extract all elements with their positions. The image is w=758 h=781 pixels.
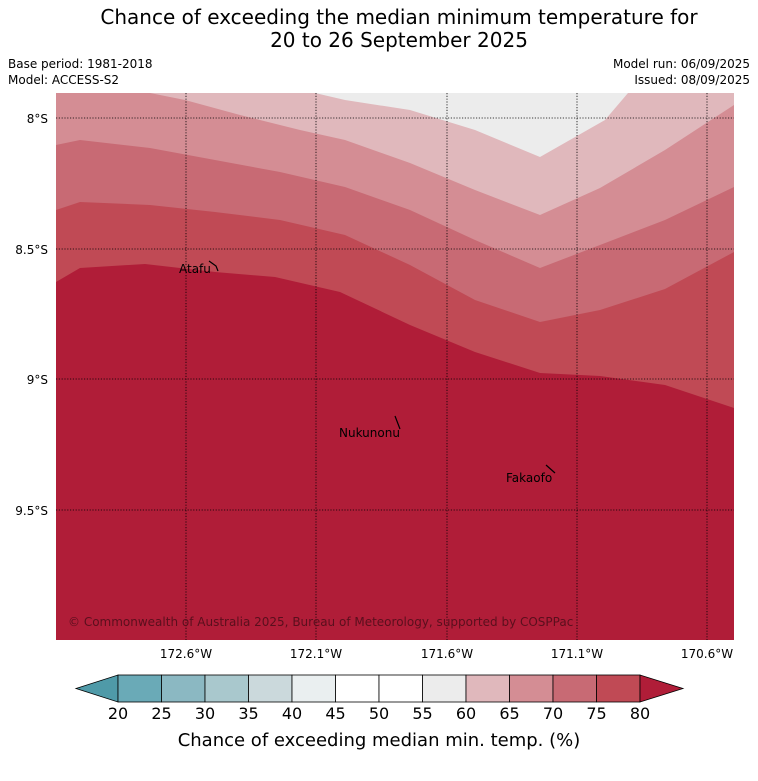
colorbar-tick-label: 75 — [586, 704, 606, 723]
colorbar-segment — [552, 674, 597, 703]
colorbar-extend-low — [74, 674, 119, 703]
nukunonu-atoll-outline — [394, 415, 401, 430]
colorbar-segment — [291, 674, 336, 703]
copyright-notice: © Commonwealth of Australia 2025, Bureau… — [68, 615, 573, 629]
colorbar-segment — [465, 674, 510, 703]
colorbar-tick-label: 80 — [630, 704, 650, 723]
lat-label-9-5s: 9.5°S — [15, 504, 48, 518]
place-label-fakaofo: Fakaofo — [506, 471, 552, 485]
colorbar-tick-label: 45 — [325, 704, 345, 723]
map-title-line1: Chance of exceeding the median minimum t… — [100, 5, 698, 29]
colorbar-segment — [596, 674, 641, 703]
model-name: Model: ACCESS-S2 — [8, 73, 120, 87]
colorbar-tick-label: 55 — [412, 704, 432, 723]
colorbar-segment — [422, 674, 467, 703]
model-run: Model run: 06/09/2025 — [612, 57, 750, 71]
colorbar-segment — [335, 674, 380, 703]
colorbar-segment — [117, 674, 162, 703]
colorbar-segment — [378, 674, 423, 703]
lat-label-9s: 9°S — [27, 373, 48, 387]
colorbar: 20 25 30 35 40 45 50 55 60 65 70 75 80 — [74, 674, 685, 723]
lat-label-8s: 8°S — [27, 112, 48, 126]
colorbar-tick-label: 35 — [238, 704, 258, 723]
colorbar-segment — [248, 674, 293, 703]
lon-label-172-6w: 172.6°W — [160, 647, 212, 661]
colorbar-label: Chance of exceeding median min. temp. (%… — [177, 730, 581, 751]
fakaofo-atoll-outline — [545, 464, 556, 474]
colorbar-tick-label: 40 — [282, 704, 302, 723]
lon-label-171-1w: 171.1°W — [551, 647, 603, 661]
base-period: Base period: 1981-2018 — [8, 57, 153, 71]
band-55-60 — [315, 93, 628, 157]
atoll-outlines — [208, 260, 556, 474]
place-label-nukunonu: Nukunonu — [339, 426, 400, 440]
colorbar-extend-high — [639, 674, 685, 703]
colorbar-segment — [509, 674, 554, 703]
place-label-atafu: Atafu — [179, 262, 211, 276]
colorbar-tick-label: 25 — [151, 704, 171, 723]
lat-label-8-5s: 8.5°S — [15, 243, 48, 257]
colorbar-tick-label: 20 — [108, 704, 128, 723]
colorbar-segment — [204, 674, 249, 703]
lon-label-171-6w: 171.6°W — [421, 647, 473, 661]
map-title-line2: 20 to 26 September 2025 — [270, 28, 528, 52]
colorbar-tick-label: 30 — [195, 704, 215, 723]
lon-label-172-1w: 172.1°W — [290, 647, 342, 661]
lon-label-170-6w: 170.6°W — [681, 647, 733, 661]
colorbar-tick-label: 60 — [456, 704, 476, 723]
probability-map — [56, 93, 734, 640]
graticule — [56, 93, 734, 640]
issued-date: Issued: 08/09/2025 — [634, 73, 750, 87]
colorbar-tick-label: 50 — [369, 704, 389, 723]
colorbar-tick-label: 70 — [543, 704, 563, 723]
colorbar-tick-label: 65 — [499, 704, 519, 723]
colorbar-segment — [161, 674, 206, 703]
atafu-atoll-outline — [208, 260, 219, 272]
